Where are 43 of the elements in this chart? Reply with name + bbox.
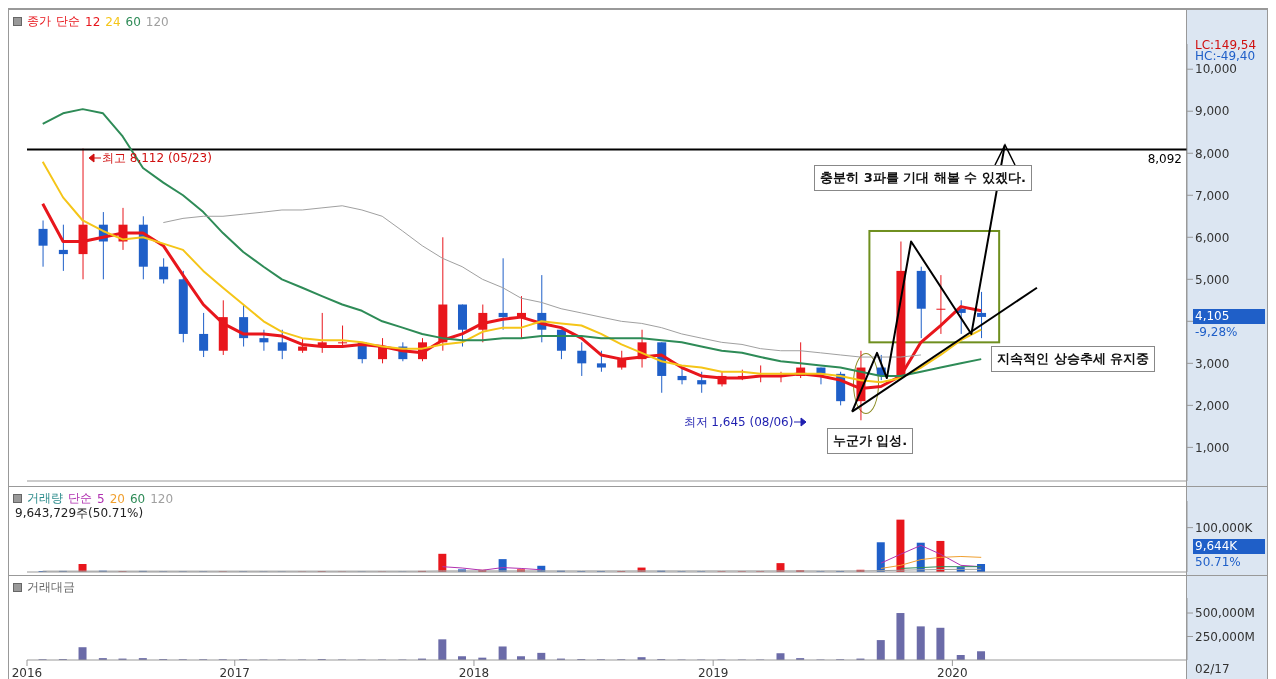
annotation: 지속적인 상승추세 유지중 <box>991 345 1156 372</box>
x-tick-label: 2017 <box>219 665 251 679</box>
text: 5 <box>97 491 105 506</box>
text: 60 <box>129 491 146 506</box>
text: 120 <box>145 14 169 29</box>
x-tick-label: 2020 <box>937 665 968 679</box>
y-tick-label: 5,000 <box>1195 272 1230 287</box>
chart-title: 거래량 <box>27 490 63 507</box>
y-tick-label: 1,000 <box>1195 440 1230 455</box>
annotation: 최저 1,645 (08/06) <box>683 413 794 431</box>
y-tick-label: 100,000K <box>1195 520 1254 535</box>
text: 24 <box>105 14 121 29</box>
text: 20 <box>109 491 125 506</box>
text: 60 <box>125 14 141 29</box>
x-tick-label: 2018 <box>458 665 490 679</box>
y-tick-label: 7,000 <box>1195 188 1230 203</box>
text: LC:149,54 <box>1194 37 1258 52</box>
annotation: 충분히 3파를 기대 해볼 수 있겠다. <box>814 165 1032 192</box>
text: 120 <box>150 491 174 506</box>
text: 4,105 <box>1193 308 1265 324</box>
y-tick-label: 8,000 <box>1195 146 1230 161</box>
text: 02/17 <box>1194 662 1231 677</box>
text: 9,643,729주(50.71%) <box>15 505 144 522</box>
y-tick-label: 9,000 <box>1195 104 1230 119</box>
text: -9,28% <box>1194 325 1239 341</box>
chart-title: 종가 <box>27 13 51 30</box>
text: HC:-49,40 <box>1194 49 1257 64</box>
y-tick-label: 500,000M <box>1195 606 1255 621</box>
text: 9,644K <box>1193 539 1265 554</box>
text: 12 <box>85 14 101 29</box>
annotation: 누군가 입성. <box>826 428 914 455</box>
x-tick-label: 2019 <box>697 665 729 679</box>
y-tick-label: 6,000 <box>1195 230 1230 245</box>
x-tick-label: 2016 <box>11 665 43 679</box>
y-tick-label: 3,000 <box>1195 356 1230 371</box>
chart-title: 거래대금 <box>27 579 75 596</box>
text: 50.71% <box>1194 555 1242 570</box>
ref-line-label: 8,092 <box>1147 151 1182 166</box>
legend-title: 단순 <box>68 490 92 507</box>
legend-title: 단순 <box>56 13 80 30</box>
y-tick-label: 10,000 <box>1195 62 1237 77</box>
y-tick-label: 250,000M <box>1195 629 1255 644</box>
y-tick-label: 2,000 <box>1195 398 1230 413</box>
